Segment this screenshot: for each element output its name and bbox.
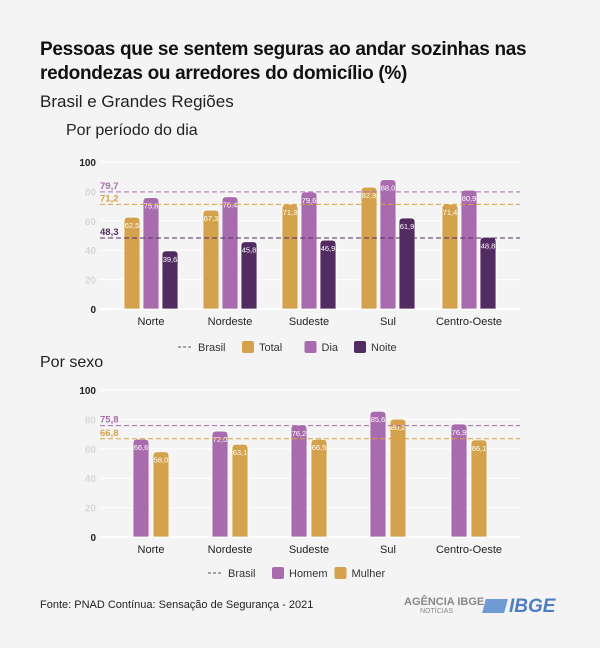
legend-swatch bbox=[334, 567, 347, 579]
bar bbox=[360, 186, 378, 310]
bar bbox=[221, 196, 239, 310]
legend-swatch bbox=[272, 567, 284, 579]
brasil-reference-label: 79,7 bbox=[100, 181, 119, 192]
legend-label: Total bbox=[259, 342, 282, 354]
chart-2-title: Por sexo bbox=[40, 354, 104, 371]
legend-swatch bbox=[242, 341, 254, 353]
data-label: 76,9 bbox=[452, 428, 467, 437]
agencia-ibge-logo: AGÊNCIA IBGE NOTÍCIAS bbox=[404, 596, 485, 616]
data-label: 85,6 bbox=[371, 415, 386, 424]
brasil-reference-label: 48,3 bbox=[100, 227, 119, 238]
data-label: 76,4 bbox=[223, 201, 238, 210]
data-label: 46,9 bbox=[321, 244, 336, 253]
data-label: 76,2 bbox=[292, 429, 307, 438]
data-label: 66,1 bbox=[472, 444, 487, 453]
bar bbox=[389, 418, 407, 538]
bar bbox=[123, 216, 141, 310]
data-label: 61,9 bbox=[400, 222, 415, 231]
data-label: 75,8 bbox=[144, 202, 159, 211]
x-tick-label: Norte bbox=[138, 544, 165, 556]
bar bbox=[450, 423, 468, 538]
x-tick-label: Sudeste bbox=[289, 544, 329, 556]
y-tick-label: 60 bbox=[85, 217, 97, 228]
legend-label: Dia bbox=[322, 342, 339, 354]
bar bbox=[142, 197, 160, 310]
bar bbox=[398, 217, 416, 310]
brasil-reference-label: 66,8 bbox=[100, 428, 119, 439]
data-label: 71,3 bbox=[283, 208, 298, 217]
data-label: 67,3 bbox=[204, 214, 219, 223]
bar bbox=[290, 424, 308, 538]
bar bbox=[132, 438, 150, 538]
y-tick-label: 60 bbox=[85, 445, 97, 456]
y-tick-label: 80 bbox=[85, 415, 97, 426]
legend-brasil-label: Brasil bbox=[198, 342, 226, 354]
data-label: 58,0 bbox=[154, 456, 169, 465]
y-tick-label: 100 bbox=[79, 158, 96, 169]
bar bbox=[310, 438, 328, 538]
data-label: 66,6 bbox=[134, 443, 149, 452]
y-tick-label: 20 bbox=[85, 276, 97, 287]
data-label: 79,6 bbox=[302, 196, 317, 205]
bar bbox=[240, 241, 258, 310]
x-tick-label: Nordeste bbox=[208, 544, 253, 556]
data-label: 71,4 bbox=[443, 208, 458, 217]
y-tick-label: 80 bbox=[85, 187, 97, 198]
bar bbox=[379, 179, 397, 310]
bar bbox=[460, 189, 478, 310]
x-tick-label: Norte bbox=[138, 316, 165, 328]
y-tick-label: 40 bbox=[85, 474, 97, 485]
bar bbox=[211, 430, 229, 538]
legend-label: Homem bbox=[289, 568, 328, 580]
legend-label: Mulher bbox=[352, 568, 386, 580]
bar bbox=[300, 191, 318, 310]
bar bbox=[202, 209, 220, 310]
y-tick-label: 0 bbox=[90, 305, 96, 316]
x-tick-label: Nordeste bbox=[208, 316, 253, 328]
x-tick-label: Sul bbox=[380, 544, 396, 556]
x-tick-label: Centro-Oeste bbox=[436, 316, 502, 328]
data-label: 88,0 bbox=[381, 184, 396, 193]
bar bbox=[441, 203, 459, 310]
legend-label: Noite bbox=[371, 342, 397, 354]
data-label: 45,8 bbox=[242, 246, 257, 255]
legend-brasil-label: Brasil bbox=[228, 568, 256, 580]
bar bbox=[152, 451, 170, 538]
legend-swatch bbox=[354, 341, 366, 353]
data-label: 80,9 bbox=[462, 194, 477, 203]
data-label: 80,2 bbox=[391, 423, 406, 432]
ibge-logo: IBGE bbox=[482, 596, 555, 618]
legend-swatch bbox=[304, 341, 317, 353]
data-label: 82,9 bbox=[362, 191, 377, 200]
bar bbox=[281, 203, 299, 310]
data-label: 48,8 bbox=[481, 241, 496, 250]
data-label: 39,6 bbox=[163, 255, 178, 264]
brasil-reference-label: 71,2 bbox=[100, 193, 119, 204]
data-label: 62,5 bbox=[125, 221, 140, 230]
source-note: Fonte: PNAD Contínua: Sensação de Segura… bbox=[40, 599, 314, 611]
y-tick-label: 40 bbox=[85, 246, 97, 257]
x-tick-label: Sudeste bbox=[289, 316, 329, 328]
chart-1-title: Por período do dia bbox=[66, 122, 198, 139]
bar bbox=[479, 236, 497, 310]
x-tick-label: Sul bbox=[380, 316, 396, 328]
bar bbox=[231, 443, 249, 538]
subtitle: Brasil e Grandes Regiões bbox=[40, 92, 234, 111]
data-label: 63,1 bbox=[233, 448, 248, 457]
brasil-reference-label: 75,8 bbox=[100, 415, 119, 426]
bar bbox=[369, 410, 387, 538]
y-tick-label: 100 bbox=[79, 386, 96, 397]
bar bbox=[470, 439, 488, 538]
y-tick-label: 20 bbox=[85, 504, 97, 515]
data-label: 66,5 bbox=[312, 443, 327, 452]
bar bbox=[161, 250, 179, 310]
data-label: 72,0 bbox=[213, 435, 228, 444]
x-tick-label: Centro-Oeste bbox=[436, 544, 502, 556]
page-title: Pessoas que se sentem seguras ao andar s… bbox=[40, 39, 527, 84]
bar bbox=[319, 239, 337, 310]
y-tick-label: 0 bbox=[90, 533, 96, 544]
